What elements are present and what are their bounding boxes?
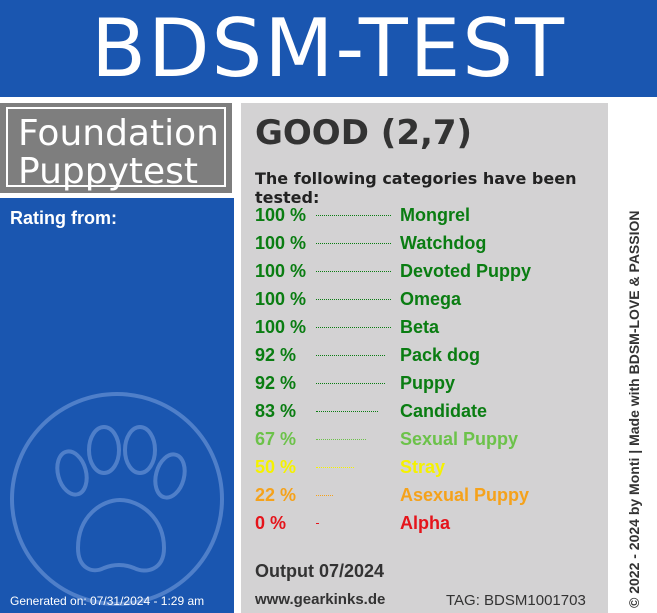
category-percent: 83 % [255, 401, 297, 421]
category-percent: 100 % [255, 317, 307, 337]
category-level-line [316, 271, 391, 272]
category-row: 100 % Beta [255, 314, 595, 342]
category-percent: 92 % [255, 373, 297, 393]
header-title: BDSM-TEST [0, 0, 657, 97]
test-tag: TAG: BDSM1001703 [446, 592, 586, 609]
result-panel: GOOD (2,7) The following categories have… [241, 103, 608, 613]
category-name: Watchdog [400, 233, 487, 253]
website-link[interactable]: www.gearkinks.de [255, 591, 386, 608]
left-column: Foundation Puppytest Rating from: Genera… [0, 97, 234, 613]
category-row: 83 % Candidate [255, 398, 595, 426]
output-date: Output 07/2024 [255, 561, 385, 581]
copyright-text: © 2022 - 2024 by Monti | Made with BDSM-… [626, 210, 642, 609]
category-level-line [316, 467, 354, 468]
category-row: 100 % Omega [255, 286, 595, 314]
category-level-line [316, 439, 366, 440]
category-name: Asexual Puppy [400, 485, 530, 505]
category-percent: 100 % [255, 289, 307, 309]
category-percent: 67 % [255, 429, 297, 449]
paw-icon [10, 392, 224, 606]
category-row: 100 % Mongrel [255, 202, 595, 230]
category-level-line [316, 215, 391, 216]
category-row: 67 % Sexual Puppy [255, 426, 595, 454]
category-name: Pack dog [400, 345, 481, 365]
category-level-line [316, 523, 318, 524]
test-name: Foundation Puppytest [18, 113, 219, 192]
category-row: 100 % Devoted Puppy [255, 258, 595, 286]
test-title-frame: Foundation Puppytest [6, 107, 226, 191]
category-level-line [316, 495, 333, 496]
category-percent: 0 % [255, 513, 287, 533]
category-name: Sexual Puppy [400, 429, 519, 449]
category-row: 0 % Alpha [255, 510, 595, 538]
category-row: 22 % Asexual Puppy [255, 482, 595, 510]
category-percent: 22 % [255, 485, 297, 505]
result-grade: GOOD (2,7) [255, 113, 473, 153]
category-level-line [316, 327, 391, 328]
category-name: Puppy [400, 373, 456, 393]
category-row: 50 % Stray [255, 454, 595, 482]
category-name: Beta [400, 317, 440, 337]
category-name: Candidate [400, 401, 488, 421]
rating-panel: Rating from: Generated on: 07/31/2024 - … [0, 198, 234, 613]
category-percent: 92 % [255, 345, 297, 365]
category-name: Stray [400, 457, 446, 477]
category-percent: 100 % [255, 261, 307, 281]
category-level-line [316, 383, 385, 384]
category-percent: 50 % [255, 457, 297, 477]
categories-intro: The following categories have been teste… [255, 169, 577, 207]
category-name: Alpha [400, 513, 451, 533]
category-level-line [316, 299, 391, 300]
category-percent: 100 % [255, 233, 307, 253]
rating-label: Rating from: [10, 208, 117, 228]
category-name: Mongrel [400, 205, 470, 225]
generated-timestamp: Generated on: 07/31/2024 - 1:29 am [10, 594, 205, 608]
category-name: Omega [400, 289, 462, 309]
test-title-box: Foundation Puppytest [0, 103, 232, 193]
category-percent: 100 % [255, 205, 307, 225]
category-level-line [316, 243, 391, 244]
category-row: 92 % Pack dog [255, 342, 595, 370]
category-row: 92 % Puppy [255, 370, 595, 398]
category-level-line [316, 355, 385, 356]
result-card: Foundation Puppytest Rating from: Genera… [0, 97, 657, 613]
category-name: Devoted Puppy [400, 261, 532, 281]
category-level-line [316, 411, 378, 412]
category-row: 100 % Watchdog [255, 230, 595, 258]
